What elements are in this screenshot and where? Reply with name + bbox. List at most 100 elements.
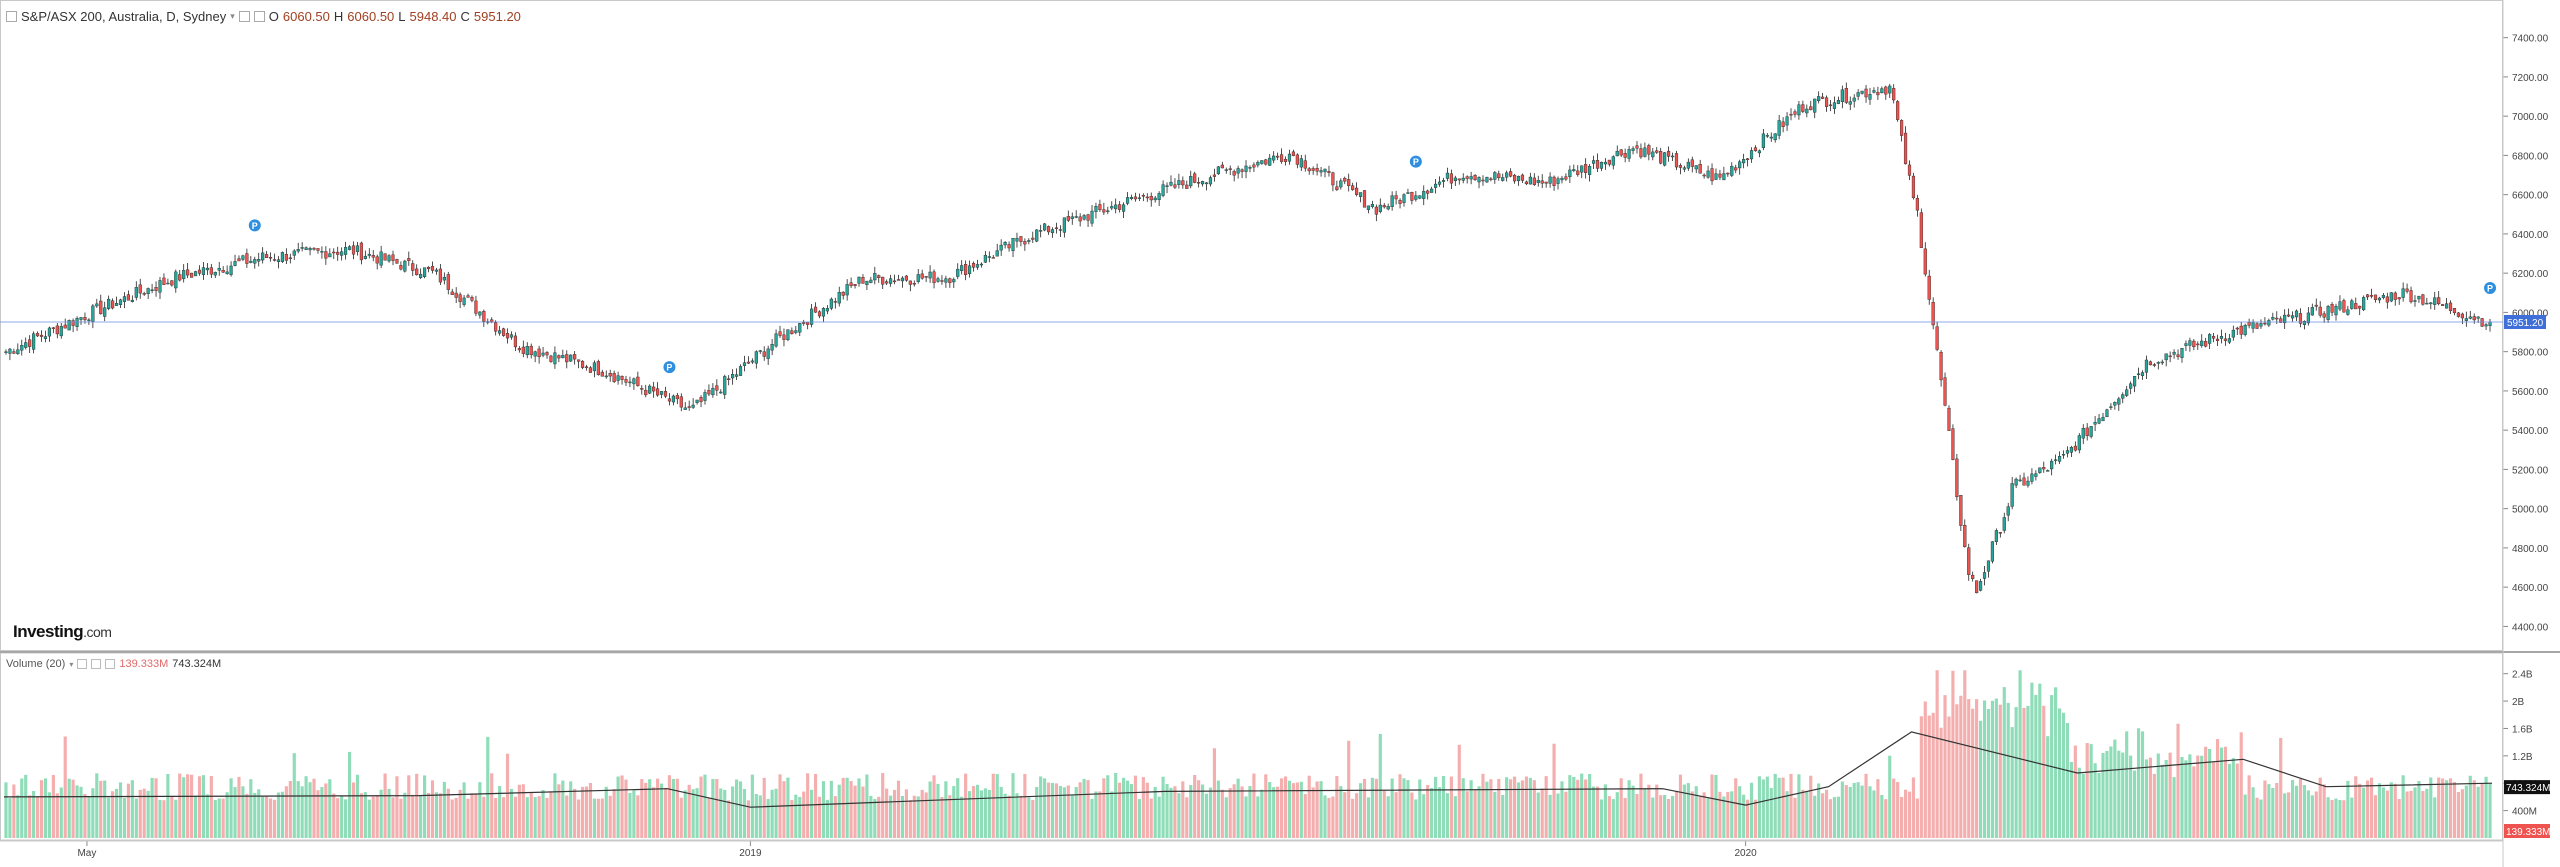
candle-body	[423, 267, 427, 277]
candle-body	[2385, 296, 2389, 303]
volume-bar	[2267, 784, 2271, 838]
candle-body	[734, 374, 739, 377]
candle-body	[2105, 409, 2109, 418]
chevron-down-icon[interactable]: ▾	[230, 11, 235, 21]
volume-bar	[2346, 780, 2350, 838]
candle-body	[1287, 153, 1292, 162]
candle-body	[2441, 304, 2445, 306]
candle-body	[12, 351, 16, 354]
candle-body	[308, 247, 312, 251]
candle-body	[1959, 495, 1963, 526]
symbol-title[interactable]: S&P/ASX 200, Australia, D, Sydney	[21, 9, 227, 24]
candle-body	[2247, 322, 2251, 326]
volume-bar	[2231, 758, 2235, 838]
volume-bar	[825, 799, 829, 838]
volume-bar	[2362, 787, 2366, 838]
volume-bar	[2026, 705, 2030, 838]
volume-title[interactable]: Volume (20)	[6, 658, 66, 670]
close-icon[interactable]	[105, 659, 116, 669]
candle-body	[1437, 181, 1442, 185]
volume-bar	[1544, 776, 1548, 838]
volume-bar	[1374, 778, 1378, 838]
volume-bar	[24, 774, 28, 838]
settings-icon[interactable]	[91, 659, 102, 669]
chevron-down-icon[interactable]: ▾	[69, 659, 74, 669]
volume-bar	[707, 797, 711, 838]
candle-body	[1505, 172, 1509, 178]
visibility-icon[interactable]	[77, 659, 88, 669]
candle-body	[233, 261, 237, 266]
settings-icon[interactable]	[238, 11, 250, 22]
volume-bar	[1927, 715, 1931, 838]
candle-body	[383, 253, 387, 261]
volume-bar	[2223, 746, 2228, 838]
volume-bar	[55, 793, 59, 838]
candle-body	[517, 348, 521, 351]
volume-bar	[1856, 782, 1860, 838]
volume-bar	[1667, 798, 1671, 838]
candle-body	[1501, 177, 1505, 181]
close-icon[interactable]	[253, 11, 265, 22]
candle-body	[1998, 532, 2002, 534]
candle-body	[1765, 135, 1769, 137]
volume-bar	[727, 800, 731, 838]
candle-body	[2073, 445, 2077, 451]
volume-bar	[2085, 743, 2089, 838]
volume-bar	[1070, 794, 1074, 838]
candle-body	[707, 390, 711, 395]
volume-bar	[2437, 777, 2441, 838]
candle-body	[474, 300, 478, 314]
volume-bar	[284, 786, 288, 838]
candle-body	[1129, 197, 1134, 199]
volume-bar	[1710, 774, 1714, 838]
volume-bar	[1066, 785, 1070, 838]
candle-body	[1738, 161, 1742, 169]
candle-body	[521, 346, 525, 354]
candle-body	[2373, 294, 2378, 300]
candle-body	[577, 359, 581, 362]
candle-body	[877, 275, 881, 278]
volume-bar	[2358, 783, 2362, 838]
volume-bar	[1900, 796, 1904, 838]
volume-bar	[2014, 707, 2018, 838]
volume-bar	[320, 787, 324, 838]
candle-body	[2437, 297, 2441, 305]
volume-bar	[16, 795, 20, 838]
candle-body	[2468, 316, 2472, 319]
volume-bar	[122, 797, 127, 838]
volume-bar	[2061, 712, 2066, 838]
last-price-text: 5951.20	[2507, 318, 2544, 329]
volume-bar	[1919, 716, 1923, 838]
candle-body	[197, 269, 202, 274]
volume-bar	[873, 798, 877, 838]
candle-body	[561, 355, 565, 359]
volume-bar	[1303, 794, 1307, 838]
collapse-icon[interactable]	[6, 11, 17, 22]
volume-bar	[2330, 799, 2334, 838]
candle-body	[241, 255, 245, 260]
volume-bar	[1437, 787, 1442, 838]
volume-bar	[663, 787, 668, 838]
candle-body	[695, 399, 699, 403]
candle-body	[1880, 88, 1884, 94]
volume-bar	[67, 778, 71, 838]
volume-bar	[1489, 779, 1493, 838]
volume-bar	[964, 773, 968, 838]
candle-body	[1445, 172, 1450, 179]
volume-bar	[2144, 759, 2149, 838]
candle-body	[715, 385, 719, 391]
candle-body	[454, 292, 458, 298]
candle-body	[900, 277, 905, 282]
volume-bar	[1264, 774, 1268, 838]
volume-bar	[205, 794, 209, 838]
volume-bar	[87, 796, 91, 838]
volume-bar	[541, 790, 545, 838]
candle-body	[2417, 295, 2421, 300]
price-tick-label: 6200.00	[2512, 269, 2549, 280]
volume-bar	[2298, 778, 2303, 838]
volume-bar	[312, 778, 316, 838]
volume-bar	[1236, 778, 1240, 838]
volume-ma-line	[3, 731, 2493, 808]
candle-body	[584, 366, 589, 369]
